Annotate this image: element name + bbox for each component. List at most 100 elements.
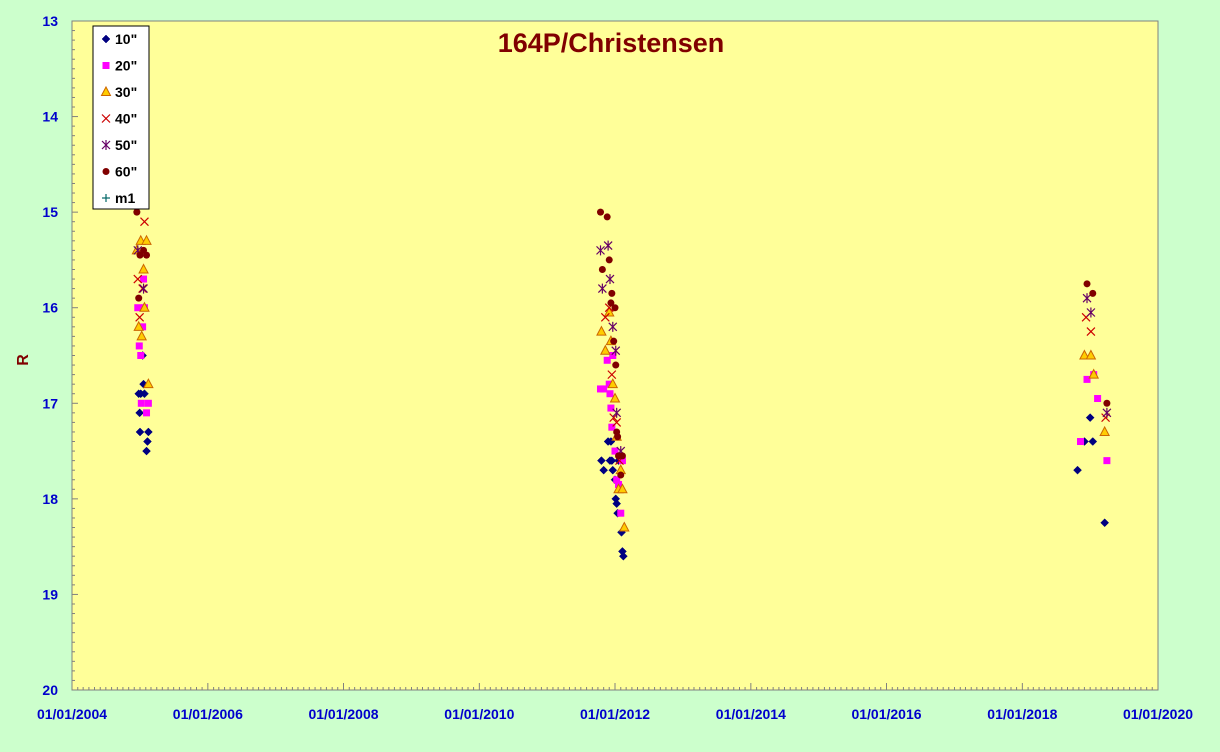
chart-title: 164P/Christensen [498,28,725,58]
series-60-points [133,208,1111,479]
data-point [617,471,625,479]
data-point [613,476,621,484]
x-axis: 01/01/2004 01/01/2006 01/01/2008 01/01/2010… [37,683,1193,722]
legend-label: 10" [115,31,137,47]
data-point [1103,399,1111,407]
data-point [605,256,613,264]
data-point [618,457,626,465]
data-point [143,409,151,417]
data-point [608,423,616,431]
y-tick-label: 13 [42,13,58,29]
y-tick-label: 16 [42,300,58,316]
data-point [603,213,611,221]
data-point [603,240,613,251]
legend-label: 40" [115,111,137,127]
x-tick-label: 01/01/2012 [580,706,650,722]
data-point [619,551,628,561]
y-tick-label: 14 [42,109,58,125]
data-point [607,299,615,307]
data-point [142,446,151,456]
data-point [608,289,616,297]
data-point [137,352,145,359]
data-point [138,263,149,274]
y-axis-label: R [15,354,32,366]
data-point [135,342,143,350]
data-point [606,390,614,398]
y-tick-label: 15 [42,204,58,220]
data-point [140,275,148,283]
data-point [608,321,618,332]
data-point [607,370,617,380]
legend-label: 60" [115,164,137,180]
data-point [608,465,618,475]
data-point [1073,465,1082,475]
x-tick-label: 01/01/2008 [308,706,378,722]
legend-label: 20" [115,58,137,74]
data-point [1099,425,1110,436]
data-point [136,251,144,259]
data-point [137,399,145,407]
y-tick-label: 18 [42,491,58,507]
data-point [611,345,621,356]
data-point [607,404,615,412]
data-point [607,378,619,389]
y-tick-label: 20 [42,682,58,698]
data-point [1089,289,1097,297]
data-point [598,265,606,273]
data-point [1088,437,1098,446]
data-point [1100,518,1110,528]
data-point [1088,368,1100,379]
data-point [1085,413,1095,422]
data-point [603,356,611,364]
data-point [609,392,621,403]
data-point [605,274,615,285]
data-point [1079,349,1090,360]
data-point [607,456,617,465]
data-point [139,283,148,294]
data-point [139,301,150,312]
x-tick-label: 01/01/2006 [173,706,243,722]
data-point [597,456,606,465]
legend-marker [101,140,111,150]
legend-marker [102,62,110,69]
data-point [609,352,617,359]
data-point [599,465,609,475]
data-point [618,452,626,460]
data-point [1086,327,1096,337]
data-point [135,408,144,418]
data-point [135,312,145,322]
data-point [600,344,611,355]
data-point [612,499,622,508]
data-point [133,274,143,284]
data-point [614,433,622,441]
legend-marker [102,194,110,202]
data-point [1103,457,1111,465]
data-point [140,217,149,227]
data-point [603,306,615,317]
data-point [1094,395,1102,403]
data-point [618,521,630,532]
data-point [610,337,618,345]
legend-marker [102,168,110,175]
data-points [131,208,1112,561]
data-point [135,294,143,302]
legend-marker [100,85,112,96]
legend: 10" 20" 30" 40" 50" 60" m1 [92,25,150,210]
data-point [1102,407,1112,418]
legend-label: m1 [115,190,135,206]
legend-marker [101,34,111,44]
data-point [1086,307,1096,318]
y-axis: 13 14 15 16 17 18 19 20 [42,13,78,698]
data-point [596,245,605,256]
data-point [134,304,142,312]
data-point [611,304,619,312]
legend-marker [101,114,111,123]
data-point [143,437,152,446]
data-point [139,323,147,331]
legend-label: 30" [115,84,137,100]
x-tick-label: 01/01/2014 [716,706,786,722]
x-tick-label: 01/01/2004 [37,706,107,722]
x-tick-label: 01/01/2016 [851,706,921,722]
data-point [597,208,605,216]
